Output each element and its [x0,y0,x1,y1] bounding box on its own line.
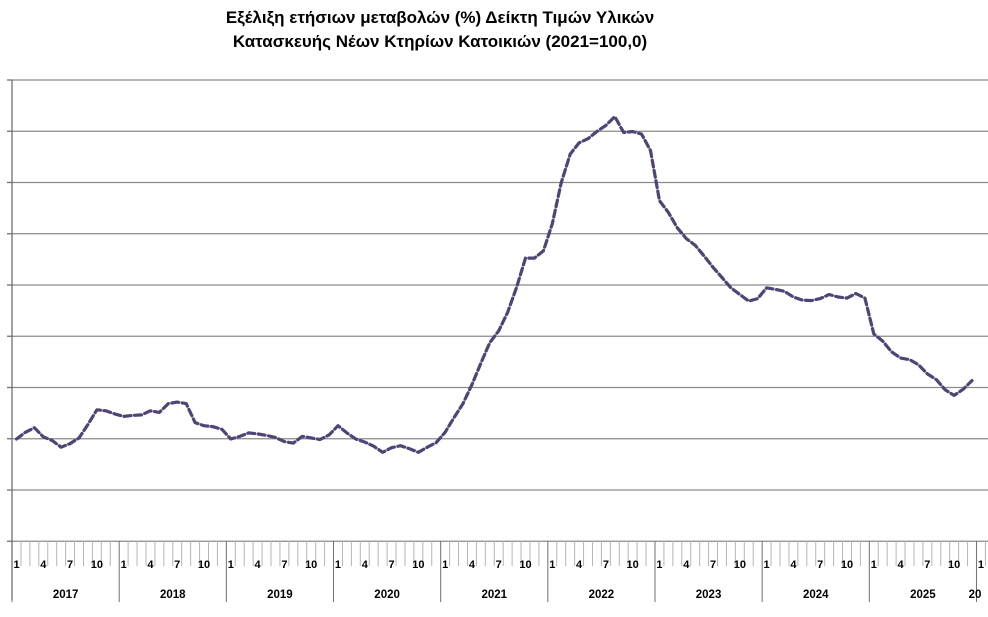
month-tick-label: 7 [924,559,930,571]
month-tick-label: 10 [305,559,317,571]
year-label: 2021 [481,589,507,601]
month-tick-label: 7 [388,559,394,571]
month-tick-label: 7 [496,559,502,571]
month-tick-label: 4 [790,559,797,571]
month-tick-label: 4 [683,559,690,571]
year-label: 2019 [267,589,293,601]
chart-title: Εξέλιξη ετήσιων μεταβολών (%) Δείκτη Τιμ… [0,6,880,54]
month-tick-label: 1 [228,559,234,571]
month-tick-label: 4 [576,559,583,571]
month-tick-label: 7 [603,559,609,571]
month-tick-label: 4 [40,559,47,571]
month-tick-label: 10 [948,559,960,571]
month-tick-label: 1 [871,559,877,571]
chart-title-line-2: Κατασκευής Νέων Κτηρίων Κατοικιών (2021=… [232,32,648,51]
month-tick-label: 1 [121,559,127,571]
month-tick-label: 4 [255,559,262,571]
year-label: 2025 [910,589,936,601]
month-tick-label: 10 [841,559,853,571]
month-tick-label: 10 [627,559,639,571]
month-tick-label: 1 [13,559,19,571]
month-tick-label: 10 [91,559,103,571]
month-tick-label: 1 [978,559,984,571]
chart-title-line-1: Εξέλιξη ετήσιων μεταβολών (%) Δείκτη Τιμ… [225,8,655,27]
month-tick-label: 1 [442,559,448,571]
year-label: 2020 [374,589,400,601]
month-tick-label: 1 [656,559,662,571]
month-tick-label: 7 [710,559,716,571]
month-tick-label: 4 [362,559,369,571]
month-tick-label: 10 [412,559,424,571]
month-tick-label: 10 [198,559,210,571]
series-line [14,114,974,454]
month-tick-label: 1 [335,559,341,571]
month-tick-label: 7 [174,559,180,571]
month-tick-label: 4 [898,559,905,571]
year-label: 2024 [803,589,829,601]
month-tick-label: 10 [734,559,746,571]
gridlines [7,79,988,542]
month-tick-label: 7 [67,559,73,571]
month-tick-label: 10 [519,559,531,571]
month-tick-label: 4 [147,559,154,571]
month-tick-label: 4 [469,559,476,571]
year-label: 2018 [160,589,186,601]
month-tick-label: 7 [817,559,823,571]
month-tick-label: 7 [281,559,287,571]
year-label: 20 [969,589,982,601]
year-label: 2017 [53,589,79,601]
month-tick-label: 1 [764,559,770,571]
year-label: 2023 [696,589,722,601]
year-label: 2022 [589,589,615,601]
month-tick-label: 1 [549,559,555,571]
